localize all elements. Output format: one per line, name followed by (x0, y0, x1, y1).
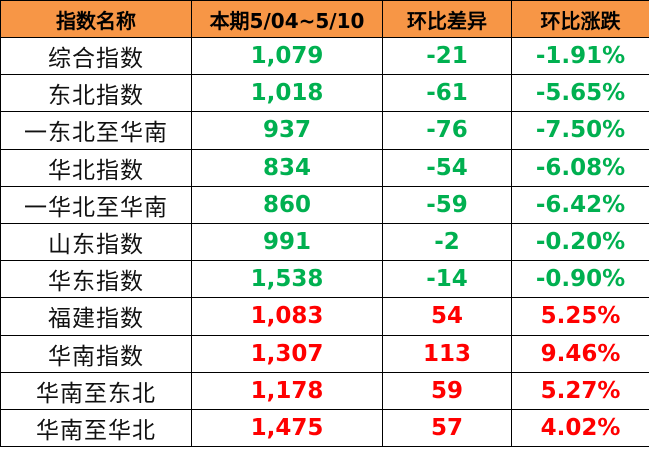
diff-value: 54 (382, 297, 512, 336)
table-row: 一华北至华南 860 -59 -6.42% (0, 185, 649, 224)
table-row: 华北指数 834 -54 -6.08% (0, 148, 649, 187)
current-value: 1,178 (191, 371, 383, 410)
header-pct: 环比涨跌 (511, 0, 649, 38)
pct-change: -5.65% (511, 74, 649, 113)
current-value: 1,079 (191, 36, 383, 76)
index-name: 一东北至华南 (0, 111, 192, 150)
table-row: 一东北至华南 937 -76 -7.50% (0, 111, 649, 150)
current-value: 1,307 (191, 334, 383, 373)
pct-change: -6.08% (511, 148, 649, 187)
pct-change: -1.91% (511, 36, 649, 76)
table-row: 华南至华北 1,475 57 4.02% (0, 408, 649, 448)
table-row: 华南指数 1,307 113 9.46% (0, 334, 649, 373)
table-row: 山东指数 991 -2 -0.20% (0, 222, 649, 262)
index-name: 华南至东北 (0, 371, 192, 410)
current-value: 834 (191, 148, 383, 187)
diff-value: -2 (382, 222, 512, 262)
table-row: 福建指数 1,083 54 5.25% (0, 297, 649, 336)
diff-value: -54 (382, 148, 512, 187)
index-name: 东北指数 (0, 74, 192, 113)
index-name: 华北指数 (0, 148, 192, 187)
diff-value: -21 (382, 36, 512, 76)
pct-change: -0.90% (511, 260, 649, 299)
header-row: 指数名称 本期5/04~5/10 环比差异 环比涨跌 (0, 0, 649, 38)
table-row: 华南至东北 1,178 59 5.27% (0, 371, 649, 410)
index-name: 华南指数 (0, 334, 192, 373)
pct-change: 5.25% (511, 297, 649, 336)
current-value: 1,538 (191, 260, 383, 299)
current-value: 937 (191, 111, 383, 150)
diff-value: 113 (382, 334, 512, 373)
index-name: 福建指数 (0, 297, 192, 336)
current-value: 991 (191, 222, 383, 262)
header-current-period: 本期5/04~5/10 (191, 0, 383, 38)
diff-value: 57 (382, 408, 512, 448)
table-row: 综合指数 1,079 -21 -1.91% (0, 36, 649, 76)
diff-value: -59 (382, 185, 512, 224)
pct-change: 5.27% (511, 371, 649, 410)
index-name: 华东指数 (0, 260, 192, 299)
table-row: 华东指数 1,538 -14 -0.90% (0, 260, 649, 299)
header-index-name: 指数名称 (0, 0, 192, 38)
header-diff: 环比差异 (382, 0, 512, 38)
pct-change: -7.50% (511, 111, 649, 150)
diff-value: -61 (382, 74, 512, 113)
current-value: 860 (191, 185, 383, 224)
diff-value: 59 (382, 371, 512, 410)
current-value: 1,475 (191, 408, 383, 448)
index-name: 一华北至华南 (0, 185, 192, 224)
pct-change: 9.46% (511, 334, 649, 373)
index-name: 综合指数 (0, 36, 192, 76)
pct-change: -0.20% (511, 222, 649, 262)
diff-value: -14 (382, 260, 512, 299)
current-value: 1,018 (191, 74, 383, 113)
current-value: 1,083 (191, 297, 383, 336)
index-name: 华南至华北 (0, 408, 192, 448)
pct-change: -6.42% (511, 185, 649, 224)
diff-value: -76 (382, 111, 512, 150)
index-name: 山东指数 (0, 222, 192, 262)
table-row: 东北指数 1,018 -61 -5.65% (0, 74, 649, 113)
pct-change: 4.02% (511, 408, 649, 448)
